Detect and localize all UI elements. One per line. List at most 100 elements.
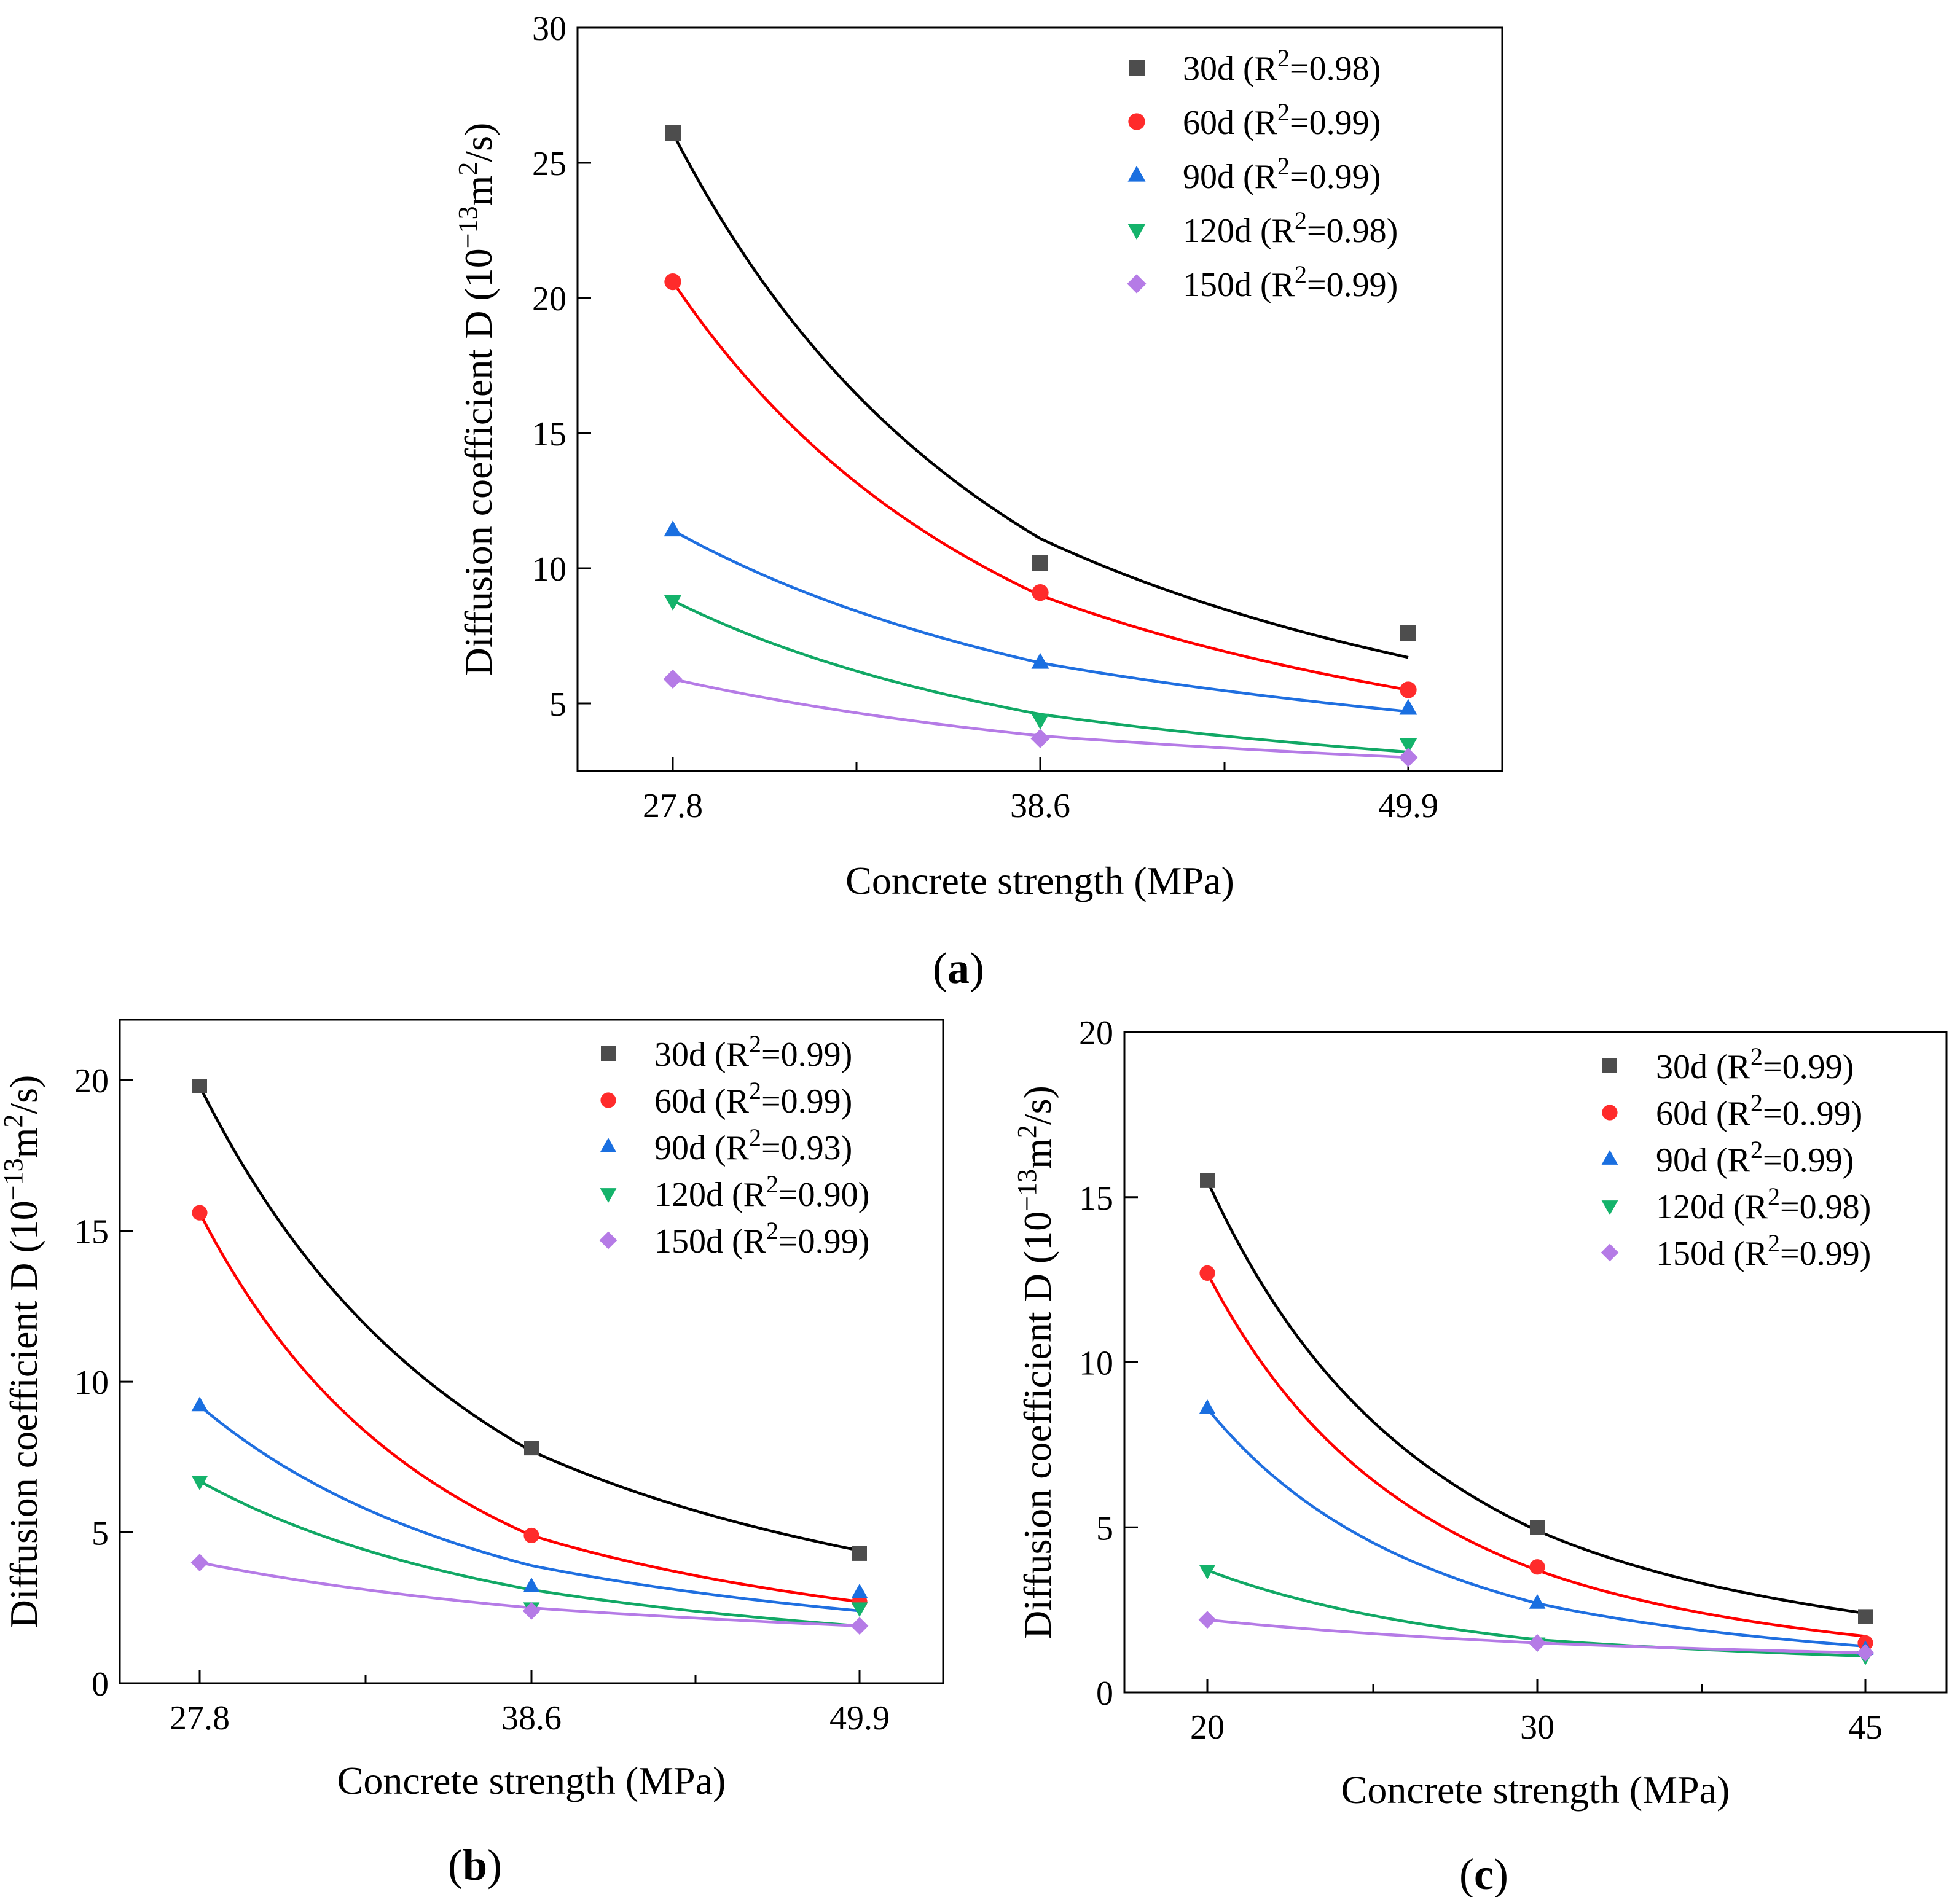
legend-label-60d: 60d (R2=0.99)	[1183, 98, 1381, 142]
panel-label: (a)	[933, 944, 984, 993]
legend-label-text: 90d (R	[654, 1129, 750, 1167]
legend-marker-60d	[600, 1092, 616, 1108]
legend-label-text: 150d (R	[1656, 1235, 1768, 1273]
y-tick-label: 0	[1096, 1675, 1113, 1713]
chart-panel-a: 5 10 15 20 25 30 27.8 38.6 49.9 Concrete strength…	[453, 10, 1503, 993]
legend-label-60d: 60d (R2=0..99)	[1656, 1089, 1862, 1133]
legend-marker-90d	[1127, 165, 1146, 182]
y-axis-title-exponent: 2	[453, 162, 483, 176]
panel-label-open: (	[1459, 1850, 1474, 1897]
data-point-120d	[1399, 738, 1417, 754]
legend-label-superscript: 2	[1295, 260, 1307, 288]
y-axis-title: Diffusion coefficient D (10−13m2/s)	[453, 123, 500, 676]
data-point-30d	[1200, 1173, 1215, 1188]
legend-marker-90d	[600, 1138, 617, 1152]
legend-label-value: =0.99)	[1290, 158, 1381, 196]
legend-label-superscript: 2	[1750, 1042, 1763, 1070]
panel-label-close: )	[1494, 1850, 1508, 1897]
x-tick-label: 49.9	[829, 1699, 890, 1737]
data-point-150d	[1030, 729, 1050, 748]
y-tick-label: 15	[74, 1213, 109, 1251]
legend-label-120d: 120d (R2=0.98)	[1656, 1183, 1871, 1226]
legend-label-superscript: 2	[1750, 1089, 1763, 1117]
data-point-60d	[1032, 584, 1049, 601]
data-point-150d	[190, 1554, 209, 1572]
legend-label-superscript: 2	[1295, 206, 1307, 234]
legend-label-value: =0.99)	[1307, 266, 1398, 304]
legend-marker-120d	[1601, 1200, 1618, 1215]
legend-marker-60d	[1602, 1105, 1618, 1121]
y-axis-title: Diffusion coefficient D (10−13m2/s)	[0, 1075, 45, 1629]
legend-marker-30d	[1602, 1058, 1617, 1073]
x-tick-label: 20	[1190, 1708, 1225, 1746]
x-axis-title: Concrete strength (MPa)	[337, 1759, 726, 1802]
fit-curve-30d	[672, 132, 1409, 659]
data-point-60d	[1529, 1559, 1545, 1575]
legend-label-superscript: 2	[766, 1217, 778, 1245]
legend-label-text: 120d (R	[1656, 1188, 1768, 1226]
fit-curve-60d	[672, 281, 1409, 692]
x-tick-label: 38.6	[1010, 787, 1070, 825]
panel-label-open: (	[448, 1840, 463, 1890]
legend-label-text: 30d (R	[654, 1036, 750, 1074]
data-point-60d	[1199, 1265, 1215, 1281]
panel-label-letter: b	[463, 1840, 487, 1890]
data-point-90d	[851, 1583, 868, 1598]
legend-marker-150d	[1127, 274, 1147, 294]
y-tick-label: 20	[532, 280, 566, 318]
y-tick-label: 10	[532, 550, 566, 589]
data-point-150d	[1398, 748, 1418, 767]
legend-marker-150d	[599, 1231, 617, 1250]
legend-marker-150d	[1601, 1243, 1619, 1262]
panel-label-close: )	[487, 1840, 502, 1890]
chart-panel-b: 0 5 10 15 20 27.8 38.6 49.9 Concrete strength (M…	[0, 1019, 944, 1890]
legend-label-value: =0.98)	[1290, 50, 1381, 88]
legend-label-text: 30d (R	[1183, 50, 1278, 88]
y-tick-label: 5	[92, 1515, 109, 1553]
data-point-30d	[1858, 1609, 1873, 1624]
panel-label-open: (	[933, 944, 947, 993]
data-point-30d	[1530, 1520, 1545, 1535]
legend-label-value: =0.90)	[778, 1176, 869, 1214]
legend-label-text: 90d (R	[1656, 1141, 1751, 1179]
x-axis-title: Concrete strength (MPa)	[1341, 1768, 1730, 1812]
legend-label-60d: 60d (R2=0.99)	[654, 1077, 852, 1121]
legend-label-value: =0.93)	[761, 1129, 852, 1167]
legend-label-text: 120d (R	[1183, 212, 1295, 250]
data-point-150d	[1528, 1633, 1546, 1652]
legend-label-value: =0.99)	[761, 1036, 852, 1074]
y-axis-title-unit: m	[2, 1128, 45, 1159]
data-point-120d	[1031, 713, 1049, 730]
legend-label-value: =0.98)	[1307, 212, 1398, 250]
legend-label-text: 60d (R	[654, 1082, 750, 1121]
y-axis-title-tail: /s)	[457, 123, 500, 162]
legend-label-150d: 150d (R2=0.99)	[654, 1217, 869, 1261]
data-point-150d	[850, 1617, 869, 1635]
data-point-90d	[1031, 652, 1049, 669]
x-tick-label: 30	[1520, 1708, 1554, 1746]
x-tick-label: 49.9	[1378, 787, 1438, 825]
x-tick-label: 27.8	[170, 1699, 230, 1737]
y-tick-label: 15	[532, 415, 566, 453]
y-axis-title-tail: /s)	[1016, 1085, 1059, 1125]
data-point-150d	[1198, 1611, 1217, 1629]
legend-label-value: =0.99)	[778, 1222, 869, 1261]
data-point-90d	[1199, 1399, 1216, 1414]
legend-label-superscript: 2	[1750, 1136, 1763, 1164]
panel-label: (b)	[448, 1840, 502, 1890]
legend-marker-90d	[1601, 1150, 1618, 1165]
legend-label-150d: 150d (R2=0.99)	[1656, 1229, 1871, 1273]
legend-label-30d: 30d (R2=0.98)	[1183, 44, 1381, 88]
fit-curve-30d	[198, 1085, 860, 1552]
x-tick-label: 27.8	[643, 787, 703, 825]
data-point-90d	[523, 1578, 540, 1592]
legend-label-superscript: 2	[766, 1170, 778, 1198]
data-point-30d	[852, 1546, 867, 1561]
fit-curve-60d	[1206, 1272, 1866, 1638]
legend-label-text: 120d (R	[654, 1176, 767, 1214]
legend-label-90d: 90d (R2=0.99)	[1183, 152, 1381, 196]
panel-label-letter: a	[947, 944, 970, 993]
x-tick-label: 45	[1848, 1708, 1883, 1746]
legend-label-text: 60d (R	[1183, 104, 1278, 142]
legend-label-value: =0.99)	[1780, 1235, 1871, 1273]
